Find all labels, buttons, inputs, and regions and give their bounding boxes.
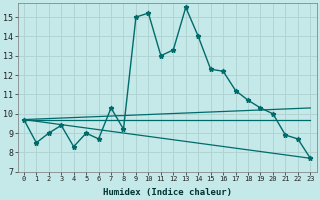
X-axis label: Humidex (Indice chaleur): Humidex (Indice chaleur) [103, 188, 232, 197]
